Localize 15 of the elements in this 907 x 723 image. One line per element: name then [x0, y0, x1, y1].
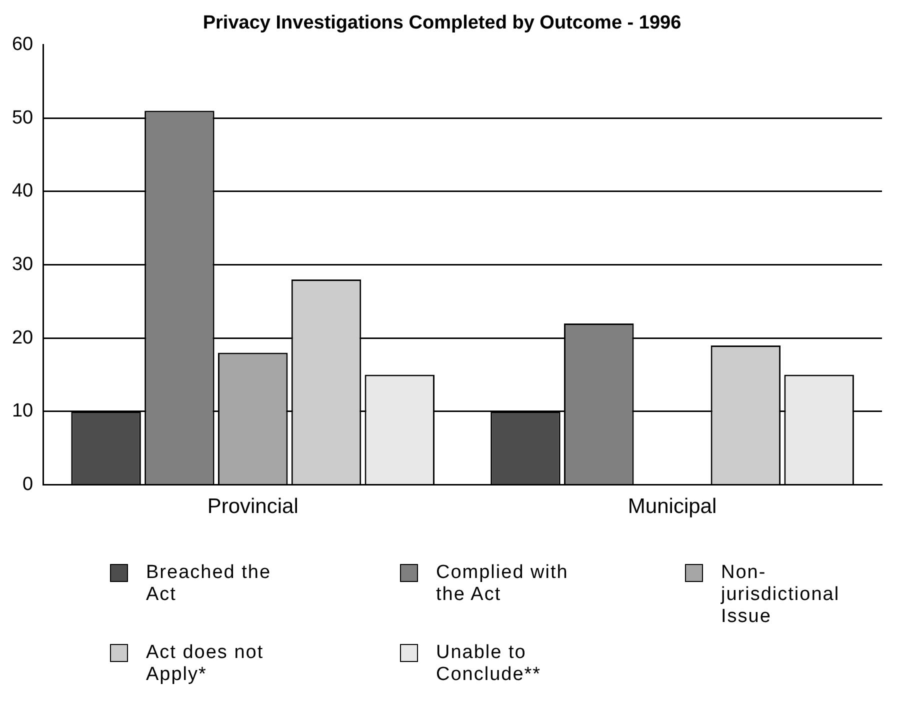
legend-label: Complied with the Act — [436, 562, 570, 606]
y-tick-label: 10 — [12, 400, 34, 422]
y-tick-label: 30 — [12, 254, 34, 276]
y-tick-label: 40 — [12, 180, 34, 202]
x-tick-label: Municipal — [628, 495, 717, 518]
legend-label: Non-jurisdictional Issue — [721, 562, 841, 628]
legend-label: Act does not Apply* — [146, 642, 265, 686]
y-tick-label: 0 — [22, 474, 34, 496]
y-tick-label: 50 — [12, 107, 34, 128]
legend-label: Breached the Act — [146, 562, 272, 606]
x-tick-label: Provincial — [207, 495, 298, 518]
legend-label: Unable to Conclude** — [436, 642, 542, 686]
y-tick-label: 20 — [12, 327, 34, 348]
y-tick-label: 60 — [12, 34, 34, 56]
chart-title: Privacy Investigations Completed by Outcome - 1996 — [202, 12, 682, 34]
